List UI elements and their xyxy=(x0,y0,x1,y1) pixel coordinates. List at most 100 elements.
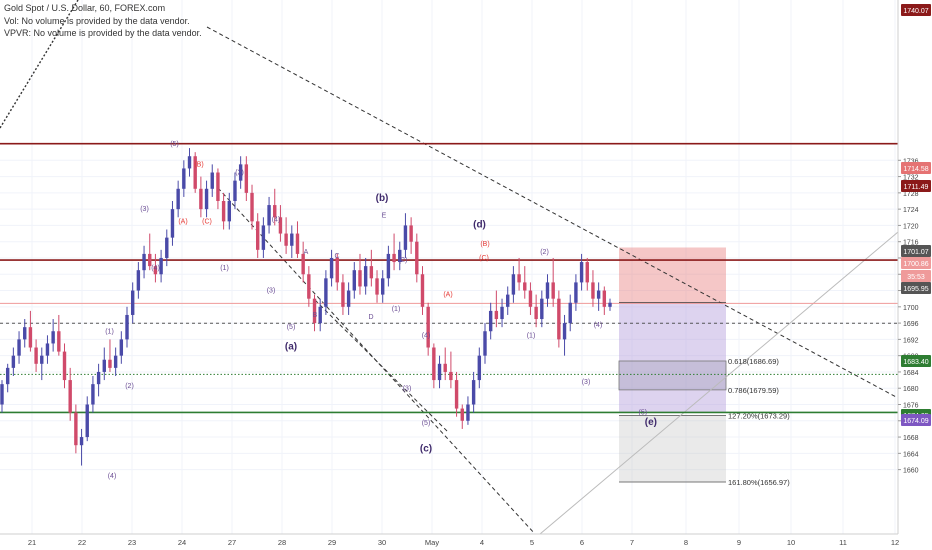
candle-body xyxy=(125,314,129,340)
price-tick-label: 1668 xyxy=(903,435,919,442)
risk-reward-zones[interactable] xyxy=(618,247,727,483)
price-badge xyxy=(901,257,931,269)
candle-body xyxy=(352,270,357,291)
candle-body xyxy=(113,355,118,368)
candle-body xyxy=(273,205,277,218)
time-tick-label: 27 xyxy=(228,538,236,547)
time-tick-label: 29 xyxy=(328,538,336,547)
wave-labels: (5) (B) (A) (C) (3) (4) (1) (2) (4) (2) (4) (1) (3) (… xyxy=(105,141,657,480)
price-tick-label: 1700 xyxy=(903,305,919,312)
price-tick-label: 1684 xyxy=(903,370,919,377)
candle-body xyxy=(591,282,595,299)
candle-body xyxy=(494,310,499,320)
price-badge xyxy=(901,270,931,282)
candle-body xyxy=(432,347,436,381)
candle-body xyxy=(45,343,50,356)
candle-body xyxy=(227,201,231,222)
price-badge xyxy=(901,414,931,426)
elliott-wave-label: (b) xyxy=(376,193,389,204)
candle-body xyxy=(91,384,95,405)
elliott-wave-label: (3) xyxy=(582,379,591,386)
candle-body xyxy=(608,302,612,307)
time-tick-label: 10 xyxy=(787,538,795,547)
elliott-wave-label: (5) xyxy=(422,420,431,427)
candle-body xyxy=(557,298,561,340)
candle-body xyxy=(534,306,538,320)
volume-indicator-note: Vol: No volume is provided by the data v… xyxy=(4,16,190,26)
candle-body xyxy=(119,339,124,356)
candle-body xyxy=(159,257,163,275)
fib-extension-box[interactable] xyxy=(619,415,726,482)
candle-body xyxy=(250,192,254,222)
elliott-wave-label: (1) xyxy=(392,306,401,313)
trendlines[interactable] xyxy=(0,0,899,535)
candle-body xyxy=(23,327,27,340)
elliott-wave-label: (A) xyxy=(178,218,187,225)
candle-body xyxy=(244,164,249,193)
fib-level-label: 127.20%(1673.29) xyxy=(728,412,790,421)
candle-body xyxy=(426,306,430,348)
candle-body xyxy=(335,257,339,283)
price-tick-label: 1680 xyxy=(903,386,919,393)
time-tick-label: 23 xyxy=(128,538,136,547)
price-badge xyxy=(901,180,931,192)
candle-body xyxy=(506,294,510,307)
elliott-wave-label: (4) xyxy=(151,265,160,272)
candle-body xyxy=(193,156,197,189)
symbol-title[interactable]: Gold Spot / U.S. Dollar, 60, FOREX.com xyxy=(4,3,166,13)
candle-body xyxy=(96,371,101,385)
candle-body xyxy=(136,270,141,291)
price-badge xyxy=(901,355,931,367)
candle-body xyxy=(28,327,33,348)
candle-body xyxy=(363,266,368,287)
wave-c-trendline xyxy=(314,299,449,433)
price-badge xyxy=(901,4,931,16)
rising-trendline[interactable] xyxy=(539,231,899,535)
elliott-wave-label: C xyxy=(334,253,339,260)
candle-body xyxy=(375,278,379,295)
outer-support-trendline[interactable] xyxy=(0,0,79,129)
price-badge-label: 1700.86 xyxy=(903,261,928,268)
elliott-wave-label: (4) xyxy=(108,473,117,480)
stop-loss-zone[interactable] xyxy=(619,247,726,303)
elliott-wave-label: (B) xyxy=(480,241,489,248)
candle-body xyxy=(460,408,464,421)
candle-body xyxy=(318,306,322,324)
candle-body xyxy=(210,172,214,189)
candle-body xyxy=(540,298,544,320)
candle-body xyxy=(307,274,311,299)
elliott-wave-label: (4) xyxy=(594,322,603,329)
price-badge-label: 1674.09 xyxy=(903,418,928,425)
elliott-wave-label: (3) xyxy=(140,206,149,213)
candle-body xyxy=(295,233,300,254)
time-tick-label: 8 xyxy=(684,538,688,547)
candle-body xyxy=(130,290,135,315)
time-axis[interactable]: 21 22 23 24 27 28 29 30 May 4 5 6 7 8 9 10 11 12 xyxy=(0,533,932,550)
chart-grid xyxy=(0,0,898,534)
candle-body xyxy=(233,180,237,201)
elliott-wave-label: B xyxy=(313,312,318,319)
candle-body xyxy=(165,237,169,258)
candle-body xyxy=(341,282,345,307)
upper-channel-trendline[interactable] xyxy=(206,26,899,399)
candle-body xyxy=(301,253,305,275)
candle-body xyxy=(238,164,243,181)
price-tick-label: 1732 xyxy=(903,175,919,182)
elliott-wave-label: (C) xyxy=(479,255,489,262)
time-tick-label: 9 xyxy=(737,538,741,547)
time-tick-label: 6 xyxy=(580,538,584,547)
time-tick-label: 24 xyxy=(178,538,186,547)
fib-retracement-box[interactable] xyxy=(618,360,727,391)
fib-level-label: 0.786(1679.59) xyxy=(728,386,779,395)
elliott-wave-label: E xyxy=(382,212,387,219)
candle-body xyxy=(284,233,288,246)
candle-body xyxy=(585,262,589,283)
elliott-wave-label: (1) xyxy=(220,265,229,272)
elliott-wave-label: (a) xyxy=(285,342,297,353)
take-profit-zone[interactable] xyxy=(619,302,726,413)
candle-body xyxy=(11,355,16,368)
price-tick-label: 1724 xyxy=(903,207,919,214)
elliott-wave-label: (C) xyxy=(202,218,212,225)
price-badge xyxy=(901,282,931,294)
